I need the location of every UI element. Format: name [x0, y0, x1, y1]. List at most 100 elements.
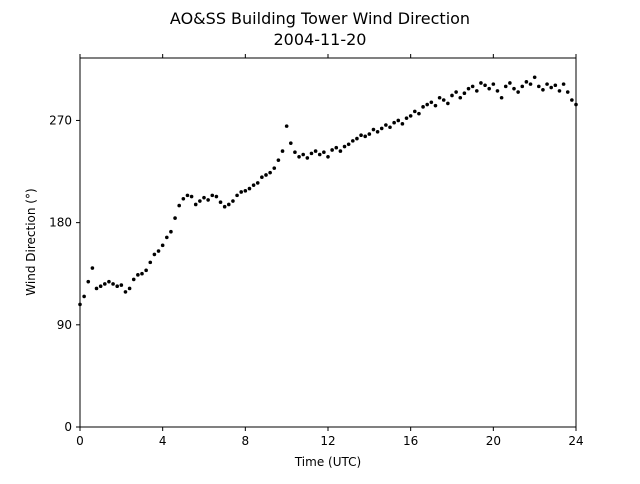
point — [371, 127, 376, 132]
x-tick-label: 12 — [320, 434, 335, 448]
point — [433, 103, 438, 108]
point — [243, 189, 248, 193]
point — [524, 80, 529, 84]
point — [293, 150, 297, 155]
x-tick-label: 20 — [486, 434, 501, 448]
x-tick-label: 16 — [403, 434, 418, 448]
point — [512, 86, 516, 91]
point — [396, 118, 401, 123]
point — [264, 173, 268, 177]
point — [82, 294, 86, 299]
point — [557, 89, 562, 93]
x-tick-label: 0 — [76, 434, 84, 448]
point — [284, 124, 289, 128]
point — [214, 194, 219, 199]
point — [462, 91, 467, 95]
point — [313, 149, 318, 153]
point — [255, 181, 260, 185]
point — [561, 82, 566, 86]
point — [334, 145, 339, 150]
x-tick-label: 24 — [568, 434, 583, 448]
point — [404, 116, 409, 120]
point — [202, 195, 206, 200]
point — [309, 151, 314, 156]
x-tick-label: 8 — [242, 434, 250, 448]
point — [483, 83, 487, 88]
point — [210, 193, 215, 198]
x-tick-label: 4 — [159, 434, 167, 448]
point — [86, 279, 91, 284]
point — [156, 249, 161, 253]
point — [429, 100, 434, 105]
point — [417, 111, 421, 116]
point — [140, 271, 144, 276]
point — [144, 268, 148, 273]
point — [103, 282, 107, 286]
point — [193, 202, 198, 207]
point — [260, 175, 264, 180]
point — [297, 154, 301, 159]
point — [379, 126, 384, 131]
point — [272, 166, 277, 170]
point — [351, 139, 355, 143]
point — [342, 144, 347, 149]
point — [235, 193, 239, 198]
point — [470, 84, 475, 89]
chart-subtitle: 2004-11-20 — [274, 30, 367, 49]
point — [148, 260, 153, 265]
point — [475, 89, 479, 93]
point — [400, 122, 405, 126]
point — [450, 93, 454, 98]
point — [520, 84, 525, 89]
point — [421, 105, 425, 109]
point — [574, 102, 578, 107]
chart-title: AO&SS Building Tower Wind Direction — [170, 9, 470, 28]
point — [338, 149, 343, 153]
point — [317, 152, 322, 157]
point — [516, 90, 520, 94]
point — [127, 286, 132, 291]
point — [181, 196, 186, 201]
point — [363, 134, 368, 139]
point — [322, 150, 326, 155]
point — [367, 132, 372, 136]
point — [169, 229, 173, 234]
point — [553, 83, 558, 88]
point — [541, 87, 545, 92]
point — [359, 133, 363, 138]
point — [425, 102, 430, 107]
point — [330, 148, 334, 152]
point — [251, 183, 256, 187]
point — [495, 89, 500, 93]
point — [136, 273, 140, 277]
point — [388, 125, 392, 130]
point — [280, 149, 285, 153]
point — [570, 98, 574, 102]
point — [479, 81, 483, 85]
point — [454, 90, 458, 94]
y-tick-label: 0 — [64, 420, 72, 434]
point — [173, 216, 177, 220]
point — [222, 204, 227, 209]
point — [160, 243, 165, 248]
point — [268, 170, 272, 175]
point — [549, 85, 553, 90]
point — [355, 136, 359, 141]
y-axis-label: Wind Direction (°) — [24, 188, 38, 295]
point — [123, 290, 128, 294]
point — [537, 84, 541, 89]
point — [305, 156, 310, 160]
point — [227, 202, 231, 207]
point — [218, 200, 223, 204]
point — [78, 302, 82, 307]
point — [326, 154, 330, 159]
point — [446, 101, 450, 106]
point — [466, 86, 471, 91]
point — [185, 193, 190, 198]
point — [346, 142, 351, 147]
point — [289, 141, 293, 145]
point — [528, 82, 533, 86]
y-tick-label: 90 — [57, 318, 72, 332]
point — [247, 186, 252, 191]
